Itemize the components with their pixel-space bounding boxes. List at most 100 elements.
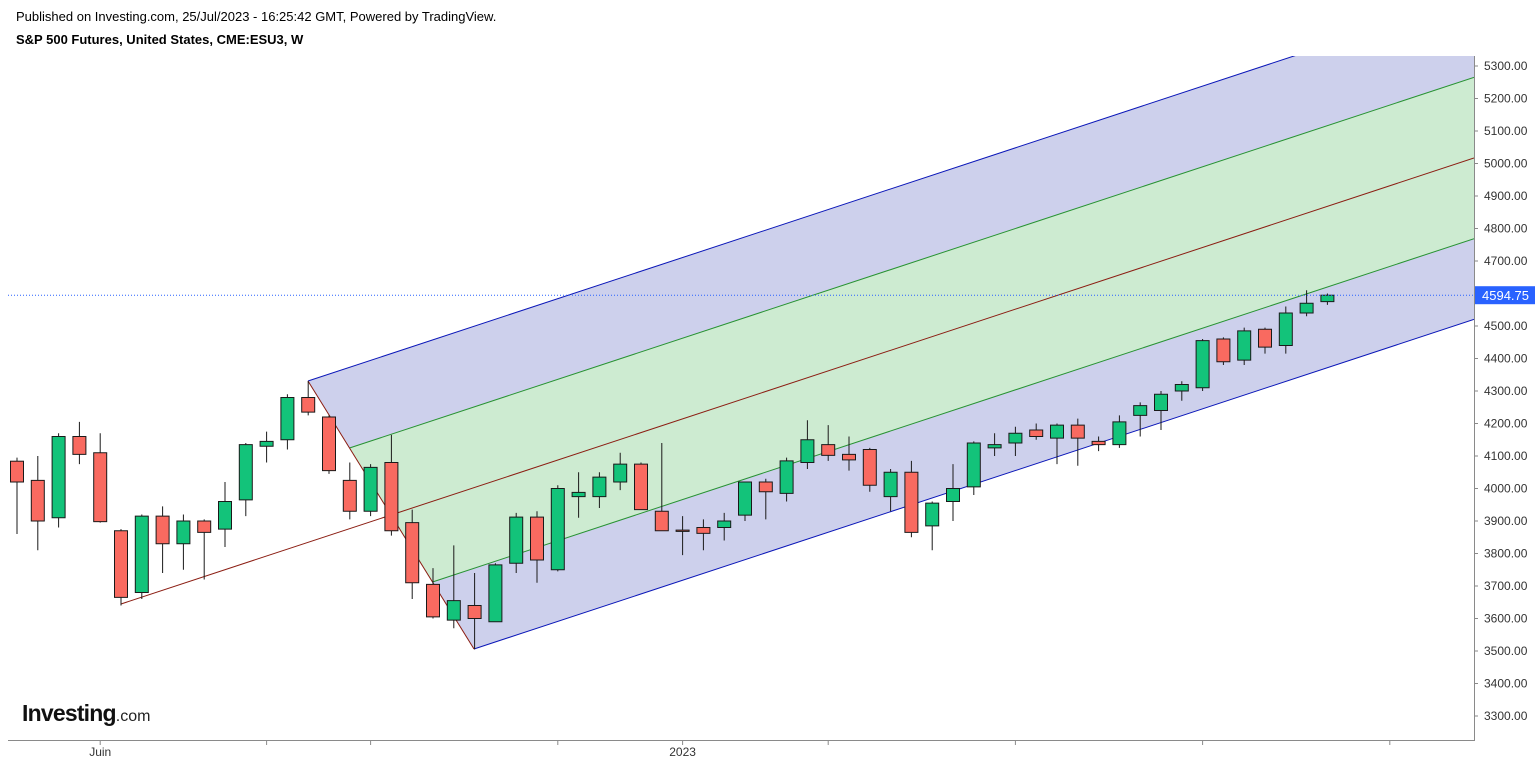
candle-body[interactable] [1278,312,1293,346]
candle-body[interactable] [238,444,253,501]
instrument-title: S&P 500 Futures, United States, CME:ESU3… [16,32,304,47]
candle-body[interactable] [155,515,170,545]
candle-body[interactable] [1299,302,1314,314]
candle-body[interactable] [301,397,316,413]
y-tick-label: 4300.00 [1484,384,1528,398]
candle-body[interactable] [467,605,482,619]
y-tick-label: 3600.00 [1484,612,1528,626]
candle-body[interactable] [530,516,544,561]
pitchfork-inner-upper-line [349,76,1474,449]
candle-body[interactable] [426,583,440,618]
y-tick-label: 5000.00 [1484,157,1528,171]
candle-body[interactable] [800,439,815,463]
pitchfork-inner-band [349,77,1474,582]
candle-body[interactable] [1320,294,1335,303]
y-tick-label: 5100.00 [1484,124,1528,138]
y-tick-label: 4400.00 [1484,352,1528,366]
candles-group [10,290,1335,650]
candle-body[interactable] [904,471,919,533]
y-tick-label: 3900.00 [1484,514,1528,528]
candle-body[interactable] [93,452,108,523]
logo-suffix: .com [115,708,151,725]
pitchfork-group [120,56,1474,650]
y-tick-label: 3700.00 [1484,579,1528,593]
published-caption: Published on Investing.com, 25/Jul/2023 … [16,9,497,24]
candle-body[interactable] [1133,405,1148,416]
candle-body[interactable] [1195,340,1210,389]
y-tick-label: 3500.00 [1484,644,1528,658]
candle-body[interactable] [134,515,149,593]
candle-body[interactable] [405,522,420,584]
candle-body[interactable] [862,449,877,486]
candle-body[interactable] [758,481,773,493]
candle-body[interactable] [675,529,690,532]
y-tick-label: 4700.00 [1484,254,1528,268]
candle-body[interactable] [30,479,45,522]
y-tick-label: 5300.00 [1484,59,1528,73]
candle-body[interactable] [779,460,794,494]
last-price-badge [1475,286,1535,305]
candle-body[interactable] [613,463,628,483]
candle-body[interactable] [1154,393,1168,411]
candle-body[interactable] [966,442,981,488]
investing-logo: Investing.com [22,700,150,727]
candle-body[interactable] [946,488,960,502]
y-tick-label: 4800.00 [1484,222,1528,236]
candle-body[interactable] [696,527,711,534]
pitchfork-inner-lower-line [432,238,1474,583]
candle-body[interactable] [654,510,669,532]
candle-body[interactable] [1029,429,1044,437]
candle-body[interactable] [738,481,752,516]
y-tick-label: 3800.00 [1484,547,1528,561]
candle-body[interactable] [842,453,856,461]
y-tick-label: 4200.00 [1484,417,1528,431]
candle-body[interactable] [925,502,940,527]
candle-body[interactable] [1258,328,1272,348]
candle-body[interactable] [1050,424,1064,439]
candle-body[interactable] [51,436,66,519]
candle-body[interactable] [197,520,212,533]
candle-body[interactable] [342,479,357,512]
candle-body[interactable] [634,463,648,511]
candle-body[interactable] [280,397,295,441]
candle-body[interactable] [363,466,378,512]
y-tick-label: 3300.00 [1484,709,1528,723]
candle-body[interactable] [218,501,232,530]
candle-body[interactable] [176,520,191,545]
candle-body[interactable] [72,436,87,455]
candle-body[interactable] [1216,338,1231,363]
time-axis[interactable]: Juin 2023 [89,740,1391,759]
candle-body[interactable] [446,600,461,621]
candle-body[interactable] [717,520,732,528]
x-tick-label: Juin [89,745,111,759]
candle-body[interactable] [384,462,399,532]
pitchfork-upper-line [307,56,1296,382]
candle-body[interactable] [571,491,586,498]
candle-body[interactable] [1237,330,1252,361]
candle-body[interactable] [488,564,503,623]
y-tick-label: 4900.00 [1484,189,1528,203]
y-tick-label: 3400.00 [1484,677,1528,691]
candle-body[interactable] [259,440,274,447]
candle-body[interactable] [1008,432,1023,444]
candle-body[interactable] [1112,421,1127,446]
candle-body[interactable] [987,444,1002,449]
candle-body[interactable] [821,444,836,456]
candle-body[interactable] [322,416,336,472]
x-tick-label: 2023 [669,745,696,759]
candle-body[interactable] [114,530,128,598]
y-tick-label: 4100.00 [1484,449,1528,463]
candle-body[interactable] [1091,440,1106,446]
candle-body[interactable] [1174,384,1189,392]
candle-body[interactable] [1070,424,1085,439]
candle-body[interactable] [550,488,565,571]
y-tick-label: 4500.00 [1484,319,1528,333]
pitchfork-median-line [120,157,1474,605]
candle-body[interactable] [883,471,898,498]
candle-body[interactable] [10,460,24,483]
candle-body[interactable] [592,476,607,498]
y-tick-label: 5200.00 [1484,92,1528,106]
candle-body[interactable] [509,516,524,564]
price-axis[interactable]: 5300.00 5200.00 5100.00 5000.00 4900.00 4800.… [1474,59,1528,723]
